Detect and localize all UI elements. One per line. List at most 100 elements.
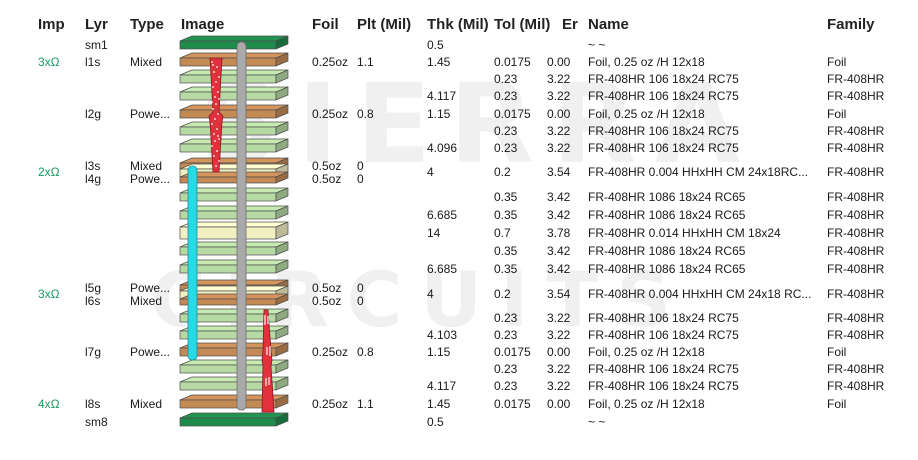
via-dot: [267, 320, 269, 322]
cell-foil: 0.5oz 0.5oz: [312, 159, 342, 186]
layer-prepreg-side: [275, 86, 289, 101]
via-dot: [214, 140, 216, 142]
cell-er: 0.00: [547, 345, 571, 359]
layer-prepreg-side: [275, 241, 289, 256]
via-dot: [265, 378, 267, 380]
cell-lyr: l5g l6s: [85, 281, 102, 308]
cell-lyr: sm1: [85, 38, 108, 52]
cell-name: FR-408HR 106 18x24 RC75: [588, 141, 739, 155]
cell-tol: 0.0175: [494, 55, 531, 69]
via-dot: [267, 316, 269, 318]
cell-name: ~ ~: [588, 38, 606, 52]
cell-family: FR-408HR: [827, 124, 885, 138]
layer-copper-top: [179, 104, 289, 111]
layer-prepreg-side: [275, 325, 289, 340]
via-dot: [217, 135, 219, 137]
cell-tol: 0.23: [494, 141, 518, 155]
via-dot: [269, 354, 271, 356]
cell-tol: 0.35: [494, 262, 518, 276]
cell-name: FR-408HR 106 18x24 RC75: [588, 379, 739, 393]
via-dot: [214, 118, 216, 120]
cell-name: FR-408HR 1086 18x24 RC65: [588, 190, 746, 204]
cell-family: Foil: [827, 55, 847, 69]
cell-foil: 0.25oz: [312, 397, 349, 411]
cell-thk: 1.45: [427, 397, 451, 411]
cell-thk: 1.15: [427, 345, 451, 359]
cell-family: Foil: [827, 397, 847, 411]
layer-copper: [179, 399, 277, 409]
cell-name: FR-408HR 0.014 HHxHH CM 18x24: [588, 226, 781, 240]
via-dot: [215, 103, 217, 105]
cell-er: 3.22: [547, 379, 571, 393]
layer-mask-side: [275, 35, 289, 50]
layer-prepreg: [179, 364, 277, 374]
cell-name: FR-408HR 0.004 HHxHH CM 24x18 RC...: [588, 287, 812, 301]
cell-name: FR-408HR 106 18x24 RC75: [588, 72, 739, 86]
via-dot: [265, 384, 267, 386]
micro-via-bottom: [261, 309, 275, 413]
via-dot: [267, 322, 269, 324]
cell-lyr: l8s: [85, 397, 101, 411]
cell-thk: 4.096: [427, 141, 458, 155]
cell-er: 0.00: [547, 107, 571, 121]
cell-tol: 0.35: [494, 208, 518, 222]
via-dot: [218, 138, 220, 140]
cell-thk: 4.103: [427, 328, 458, 342]
via-dot: [211, 61, 213, 63]
layer-copper-side: [275, 52, 289, 67]
via-dot: [218, 160, 220, 162]
via-dot: [215, 81, 217, 83]
via-dot: [211, 123, 213, 125]
layer-prepreg: [179, 143, 277, 153]
via-dot: [211, 101, 213, 103]
cell-family: FR-408HR: [827, 165, 885, 179]
cell-thk: 0.5: [427, 415, 444, 429]
cell-tol: 0.7: [494, 226, 511, 240]
cell-type: Mixed Powe...: [130, 159, 171, 186]
layer-prepreg-side: [275, 187, 289, 202]
through-via-grey: [236, 41, 247, 411]
layer-core-thick-side: [275, 221, 289, 240]
layer-prepreg-top: [179, 121, 289, 128]
via-dot: [266, 351, 268, 353]
cell-tol: 0.2: [494, 287, 511, 301]
cell-thk: 0.5: [427, 38, 444, 52]
cell-thk: 4: [427, 165, 434, 179]
cell-lyr: l1s: [85, 55, 101, 69]
blind-via-cyan: [187, 165, 198, 361]
layer-prepreg: [179, 381, 277, 391]
via-dot: [213, 133, 215, 135]
layer-prepreg-side: [275, 376, 289, 391]
cell-tol: 0.23: [494, 362, 518, 376]
cell-er: 3.54: [547, 287, 571, 301]
cell-er: 3.22: [547, 72, 571, 86]
cell-tol: 0.0175: [494, 107, 531, 121]
cell-family: Foil: [827, 345, 847, 359]
layer-prepreg-side: [275, 259, 289, 274]
cell-er: 3.22: [547, 328, 571, 342]
cell-name: FR-408HR 1086 18x24 RC65: [588, 244, 746, 258]
via-dot: [269, 352, 271, 354]
cell-tol: 0.23: [494, 72, 518, 86]
cell-family: FR-408HR: [827, 190, 885, 204]
cell-thk: 1.15: [427, 107, 451, 121]
header-type: Type: [130, 16, 164, 33]
via-dot: [217, 113, 219, 115]
cell-family: FR-408HR: [827, 72, 885, 86]
cell-family: FR-408HR: [827, 379, 885, 393]
via-dot: [214, 96, 216, 98]
cell-thk: 6.685: [427, 262, 458, 276]
cell-family: FR-408HR: [827, 89, 885, 103]
layer-mask-top: [179, 412, 289, 419]
cell-plt: 1.1: [357, 55, 374, 69]
cell-family: FR-408HR: [827, 328, 885, 342]
via-dot: [267, 318, 269, 320]
cell-family: FR-408HR: [827, 244, 885, 258]
cell-family: FR-408HR: [827, 287, 885, 301]
via-dot: [268, 383, 270, 385]
via-dot: [218, 98, 220, 100]
cell-name: Foil, 0.25 oz /H 12x18: [588, 397, 705, 411]
via-dot: [264, 319, 266, 321]
